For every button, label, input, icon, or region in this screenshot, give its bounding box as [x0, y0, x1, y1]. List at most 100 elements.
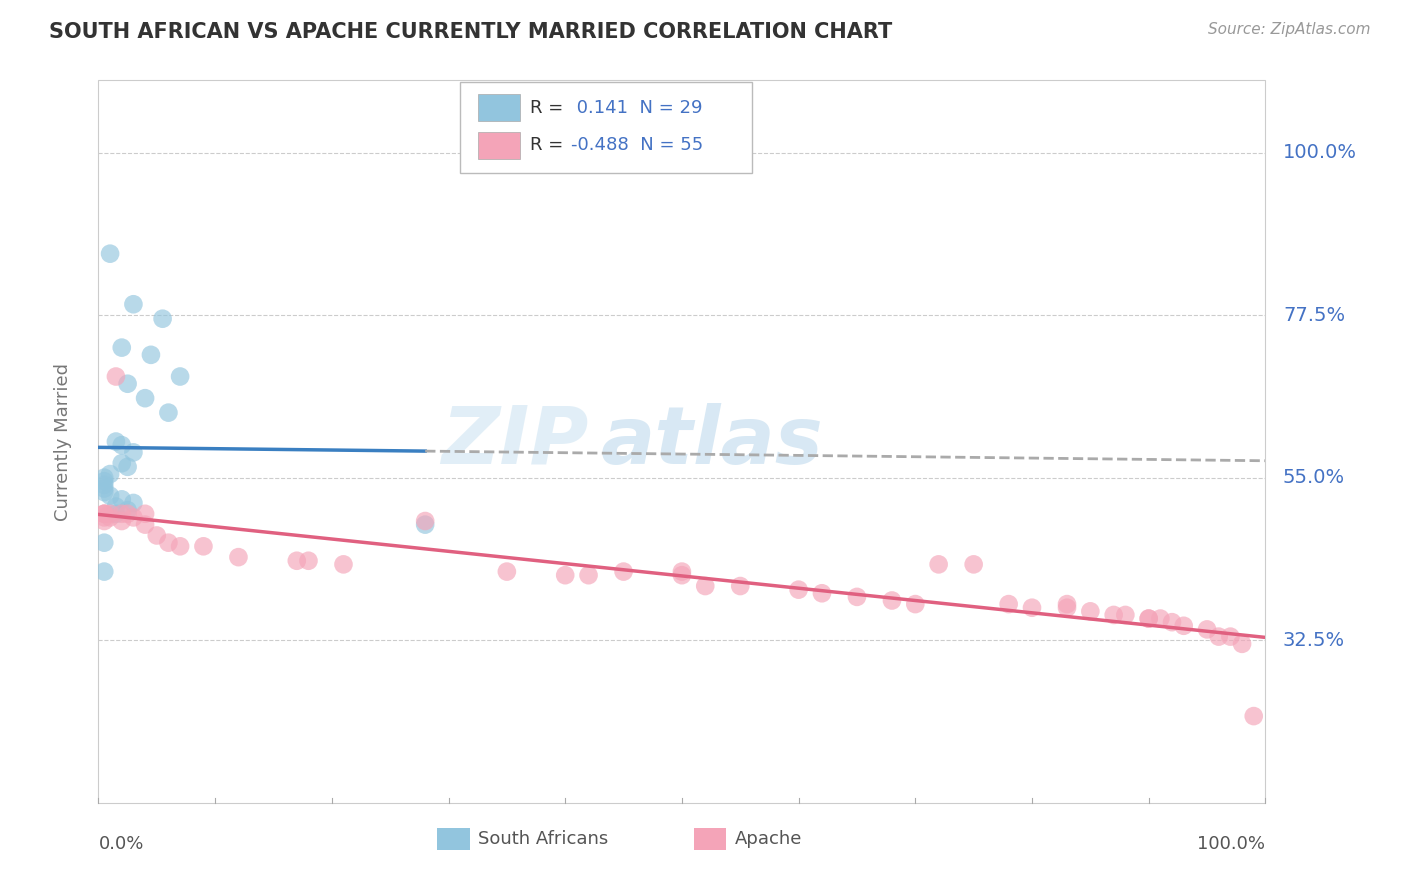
FancyBboxPatch shape: [437, 828, 470, 850]
Point: [169, 369, 191, 384]
Point: [880, 593, 903, 607]
Point: [613, 565, 636, 579]
Text: Apache: Apache: [734, 830, 801, 848]
Point: [1021, 600, 1043, 615]
Point: [332, 558, 354, 572]
Point: [111, 492, 134, 507]
Point: [117, 376, 139, 391]
Point: [904, 597, 927, 611]
Point: [846, 590, 869, 604]
Text: 100.0%: 100.0%: [1198, 835, 1265, 854]
Point: [111, 438, 134, 452]
Point: [157, 406, 180, 420]
Text: ZIP: ZIP: [441, 402, 589, 481]
Point: [1137, 611, 1160, 625]
Point: [1080, 604, 1102, 618]
Point: [193, 539, 215, 553]
Point: [111, 341, 134, 355]
Point: [98, 507, 121, 521]
Point: [1102, 607, 1125, 622]
FancyBboxPatch shape: [460, 82, 752, 173]
Point: [157, 535, 180, 549]
Point: [1243, 709, 1265, 723]
Text: 77.5%: 77.5%: [1282, 306, 1346, 325]
Point: [146, 528, 169, 542]
Text: 32.5%: 32.5%: [1282, 631, 1346, 649]
Point: [1137, 611, 1160, 625]
Point: [117, 459, 139, 474]
Text: SOUTH AFRICAN VS APACHE CURRENTLY MARRIED CORRELATION CHART: SOUTH AFRICAN VS APACHE CURRENTLY MARRIE…: [49, 22, 893, 42]
Point: [93, 514, 115, 528]
Point: [928, 558, 950, 572]
Point: [93, 475, 115, 489]
Point: [93, 482, 115, 496]
Point: [111, 507, 134, 521]
Point: [104, 507, 127, 521]
Point: [98, 467, 121, 481]
Text: 0.0%: 0.0%: [98, 835, 143, 854]
Point: [93, 478, 115, 492]
Point: [93, 507, 115, 521]
Point: [93, 510, 115, 524]
Point: [98, 489, 121, 503]
Point: [811, 586, 834, 600]
Point: [671, 565, 693, 579]
Point: [1056, 597, 1078, 611]
Point: [1161, 615, 1184, 630]
Text: 100.0%: 100.0%: [1282, 143, 1357, 162]
Text: atlas: atlas: [600, 402, 823, 481]
Point: [671, 568, 693, 582]
Point: [139, 348, 162, 362]
Point: [285, 554, 308, 568]
Point: [98, 246, 121, 260]
Point: [1114, 607, 1136, 622]
Text: Source: ZipAtlas.com: Source: ZipAtlas.com: [1208, 22, 1371, 37]
Point: [578, 568, 600, 582]
Point: [122, 445, 145, 459]
Point: [1173, 619, 1195, 633]
Point: [297, 554, 319, 568]
Point: [1219, 630, 1241, 644]
Point: [122, 510, 145, 524]
Point: [111, 514, 134, 528]
Point: [997, 597, 1019, 611]
Point: [787, 582, 810, 597]
FancyBboxPatch shape: [693, 828, 727, 850]
Text: -0.488  N = 55: -0.488 N = 55: [571, 136, 703, 154]
Text: 55.0%: 55.0%: [1282, 468, 1346, 487]
Point: [1056, 600, 1078, 615]
Point: [93, 565, 115, 579]
Point: [117, 507, 139, 521]
Point: [1195, 623, 1218, 637]
Point: [134, 517, 156, 532]
Point: [98, 510, 121, 524]
Point: [104, 369, 127, 384]
Text: South Africans: South Africans: [478, 830, 607, 848]
Point: [117, 503, 139, 517]
Point: [93, 535, 115, 549]
Text: R =: R =: [530, 99, 569, 117]
Point: [228, 550, 250, 565]
Point: [1230, 637, 1253, 651]
Point: [122, 496, 145, 510]
Point: [496, 565, 519, 579]
Point: [122, 297, 145, 311]
Point: [695, 579, 717, 593]
Point: [730, 579, 752, 593]
FancyBboxPatch shape: [478, 94, 520, 121]
Point: [169, 539, 191, 553]
Point: [104, 434, 127, 449]
Text: Currently Married: Currently Married: [55, 362, 73, 521]
Point: [93, 485, 115, 500]
Point: [93, 507, 115, 521]
Point: [1149, 611, 1171, 625]
Point: [413, 517, 436, 532]
Point: [962, 558, 984, 572]
Point: [104, 500, 127, 514]
Point: [152, 311, 174, 326]
Point: [134, 507, 156, 521]
Point: [93, 507, 115, 521]
Point: [111, 456, 134, 470]
Point: [93, 470, 115, 484]
Text: R =: R =: [530, 136, 569, 154]
